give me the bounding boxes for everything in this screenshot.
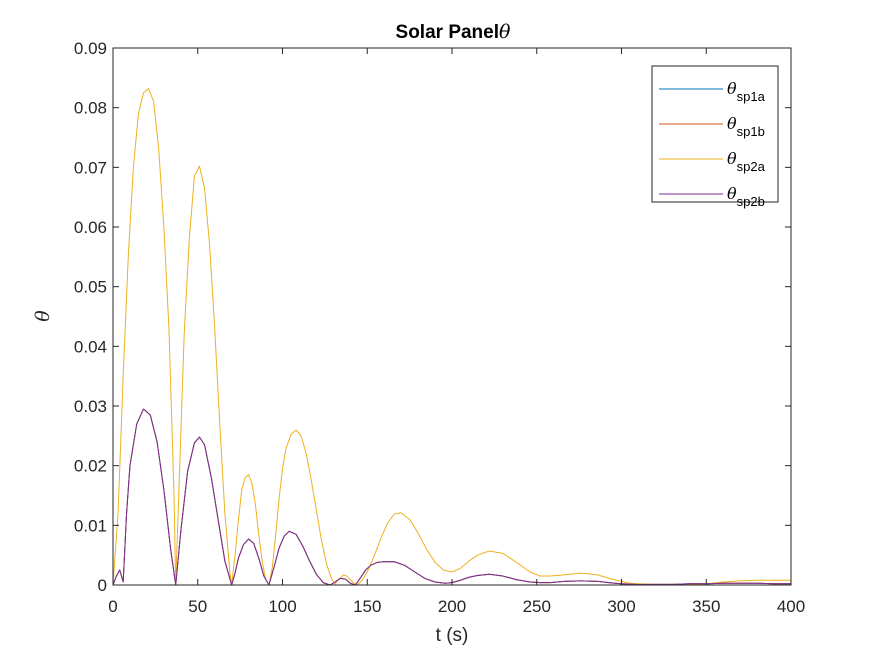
legend-subscript: sp2a <box>737 159 766 174</box>
y-tick-label: 0 <box>98 576 107 595</box>
chart-title-text: Solar Panel <box>396 22 500 43</box>
legend-subscript: sp1b <box>737 124 765 139</box>
legend-subscript: sp2b <box>737 194 765 209</box>
y-tick-label: 0.06 <box>74 218 107 237</box>
legend-symbol: θ <box>727 79 737 98</box>
x-tick-label: 250 <box>523 597 551 616</box>
series-layer <box>112 88 791 586</box>
x-tick-label: 300 <box>607 597 635 616</box>
y-axis-ticks: 0 0.01 0.02 0.03 0.04 0.05 0.06 0.07 0.08 0.09 <box>74 39 791 595</box>
series-line-sp2a <box>112 88 791 586</box>
chart-title-symbol: θ <box>499 21 511 43</box>
x-tick-label: 50 <box>188 597 207 616</box>
y-axis-label: θ <box>32 310 54 322</box>
y-tick-label: 0.09 <box>74 39 107 58</box>
chart-title: Solar Panelθ <box>396 21 512 43</box>
x-tick-label: 200 <box>438 597 466 616</box>
x-tick-label: 0 <box>108 597 117 616</box>
series-line-sp2b <box>112 408 791 586</box>
y-tick-label: 0.05 <box>74 278 107 297</box>
y-tick-label: 0.08 <box>74 99 107 118</box>
y-tick-label: 0.07 <box>74 158 107 177</box>
legend-label-sp1a: θsp1a <box>727 79 766 104</box>
legend-symbol: θ <box>727 114 737 133</box>
legend-label-sp1b: θsp1b <box>727 114 765 139</box>
x-tick-label: 150 <box>353 597 381 616</box>
y-tick-label: 0.03 <box>74 397 107 416</box>
y-tick-label: 0.01 <box>74 516 107 535</box>
legend-subscript: sp1a <box>737 89 766 104</box>
x-axis-label: t (s) <box>436 625 469 646</box>
x-tick-label: 350 <box>692 597 720 616</box>
x-tick-label: 400 <box>777 597 805 616</box>
legend-label-sp2b: θsp2b <box>727 184 765 209</box>
y-tick-label: 0.04 <box>74 337 107 356</box>
x-axis-ticks: 0 50 100 150 200 250 300 350 400 <box>108 48 805 616</box>
y-tick-label: 0.02 <box>74 457 107 476</box>
legend-symbol: θ <box>727 184 737 203</box>
x-tick-label: 100 <box>268 597 296 616</box>
legend-symbol: θ <box>727 149 737 168</box>
legend-label-sp2a: θsp2a <box>727 149 766 174</box>
